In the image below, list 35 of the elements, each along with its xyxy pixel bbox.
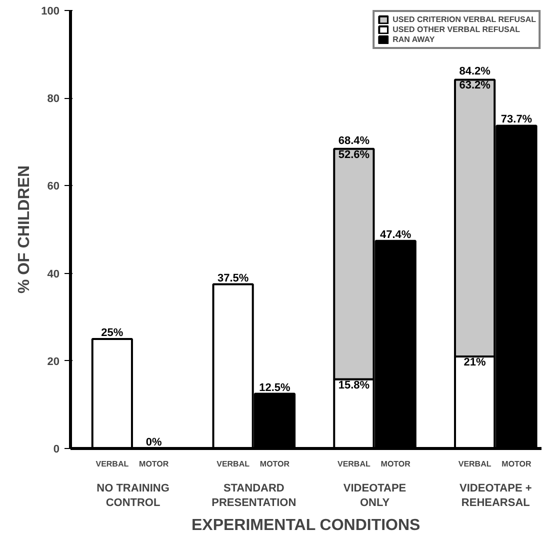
x-tick-label: VERBAL bbox=[96, 460, 129, 468]
y-tick-label: 0 bbox=[53, 444, 60, 456]
x-tick-label: VERBAL bbox=[337, 460, 370, 468]
data-label: 63.2% bbox=[459, 80, 491, 92]
total-label: 68.4% bbox=[338, 134, 370, 147]
y-axis-title: % OF CHILDREN bbox=[16, 166, 34, 294]
data-label: 37.5% bbox=[217, 272, 249, 284]
data-label: 47.4% bbox=[380, 228, 412, 241]
x-tick-label: VERBAL bbox=[458, 460, 492, 468]
y-tick-label: 100 bbox=[41, 6, 60, 18]
data-label: 15.8% bbox=[338, 379, 370, 392]
y-tick-label: 20 bbox=[47, 356, 60, 368]
legend-label: RAN AWAY bbox=[392, 35, 435, 44]
text: STANDARD PRESENTATION bbox=[212, 482, 296, 509]
text: NO TRAINING CONTROL bbox=[96, 482, 170, 509]
text: VIDEOTAPE ONLY bbox=[343, 482, 406, 509]
data-label: 21% bbox=[464, 356, 486, 369]
data-label: 12.5% bbox=[259, 382, 291, 394]
data-label: 52.6% bbox=[338, 148, 370, 161]
y-tick-label: 60 bbox=[47, 180, 60, 193]
y-tick-label: 40 bbox=[47, 268, 60, 280]
data-label: 0% bbox=[146, 436, 162, 448]
data-label: 73.7% bbox=[500, 114, 532, 126]
total-label: 84.2% bbox=[459, 66, 491, 78]
legend-label: USED CRITERION VERBAL REFUSAL bbox=[392, 15, 536, 24]
y-tick-label: 80 bbox=[47, 93, 60, 106]
x-tick-label: MOTOR bbox=[260, 460, 290, 468]
x-tick-label: MOTOR bbox=[502, 460, 532, 468]
legend-label: USED OTHER VERBAL REFUSAL bbox=[392, 25, 520, 34]
x-tick-label: MOTOR bbox=[139, 460, 169, 468]
data-label: 25% bbox=[101, 327, 124, 339]
x-tick-label: VERBAL bbox=[216, 460, 250, 468]
text: VIDEOTAPE + REHEARSAL bbox=[460, 482, 532, 509]
x-tick-label: MOTOR bbox=[380, 460, 411, 468]
x-axis-title: EXPERIMENTAL CONDITIONS bbox=[191, 516, 421, 534]
